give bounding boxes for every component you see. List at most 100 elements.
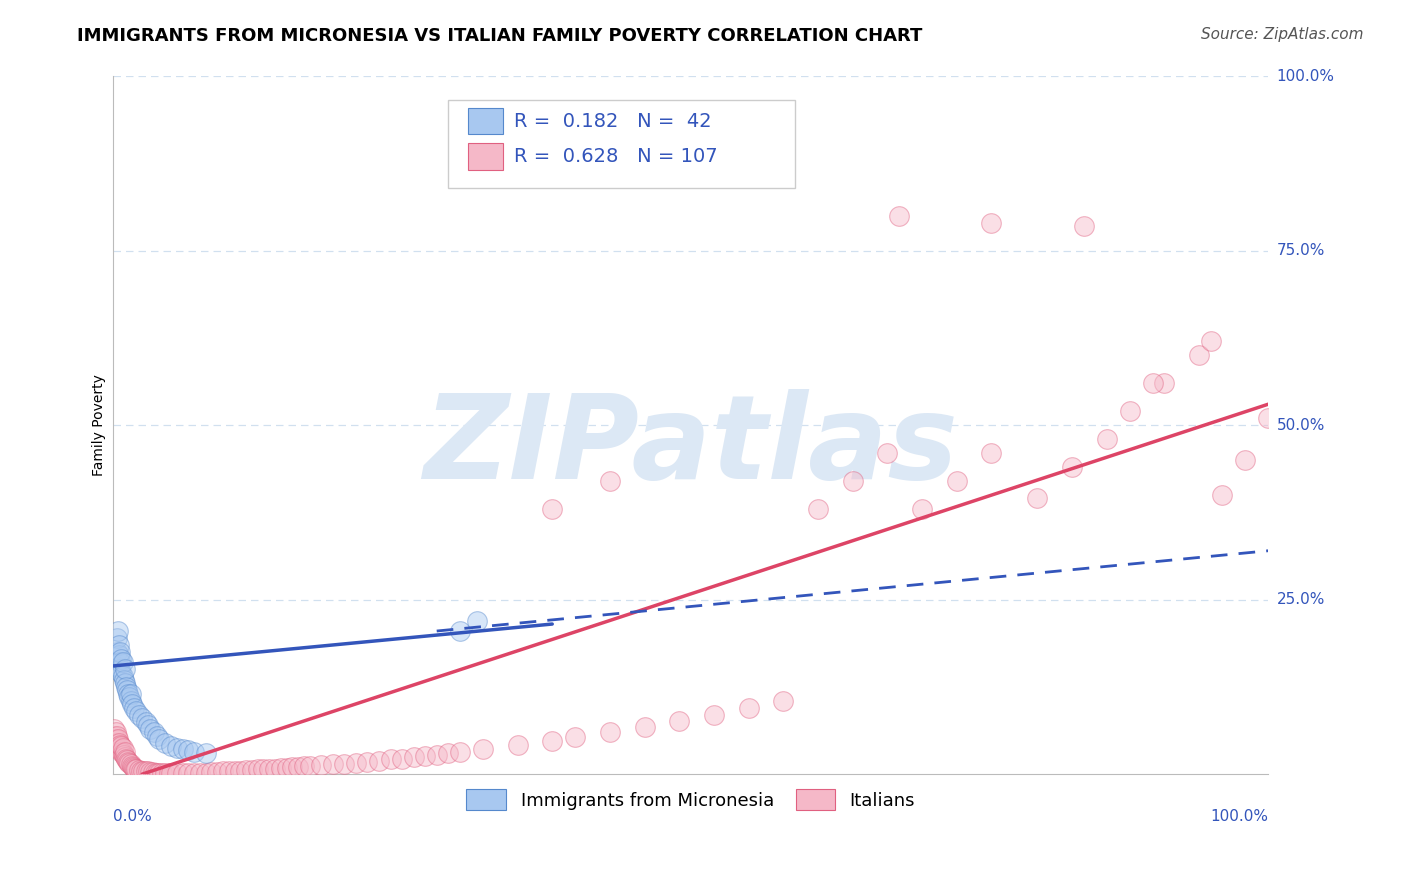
Point — [108, 736, 131, 750]
Point — [356, 755, 378, 769]
Point — [107, 624, 129, 638]
Point — [117, 755, 139, 769]
Text: R =  0.182   N =  42: R = 0.182 N = 42 — [515, 112, 711, 131]
Point — [115, 753, 138, 767]
Point — [104, 732, 127, 747]
Point — [200, 765, 222, 780]
Point — [1142, 376, 1164, 391]
Point — [276, 761, 298, 775]
Point — [105, 645, 128, 659]
Point — [391, 752, 413, 766]
Point — [437, 746, 460, 760]
Point — [506, 738, 529, 752]
Point — [240, 763, 263, 777]
Point — [166, 740, 188, 755]
Point — [322, 757, 344, 772]
Point — [108, 662, 131, 676]
Point — [292, 759, 315, 773]
Text: R =  0.628   N = 107: R = 0.628 N = 107 — [515, 147, 717, 166]
Point — [465, 614, 488, 628]
Point — [177, 766, 200, 780]
Text: 100.0%: 100.0% — [1211, 809, 1268, 824]
Point — [183, 765, 205, 780]
Point — [224, 764, 246, 778]
Point — [139, 765, 162, 780]
Point — [449, 624, 471, 638]
Point — [911, 501, 934, 516]
Point — [121, 698, 143, 712]
Point — [111, 746, 134, 760]
Point — [887, 209, 910, 223]
Point — [115, 683, 138, 698]
Text: ZIPatlas: ZIPatlas — [423, 389, 959, 503]
Point — [212, 764, 235, 779]
Point — [287, 760, 309, 774]
Point — [110, 745, 132, 759]
Point — [120, 687, 142, 701]
Point — [471, 742, 494, 756]
Point — [135, 714, 157, 729]
Point — [118, 756, 141, 770]
Point — [368, 754, 391, 768]
Point — [380, 752, 402, 766]
Point — [257, 762, 280, 776]
Point — [105, 736, 128, 750]
FancyBboxPatch shape — [468, 108, 502, 135]
Point — [172, 766, 194, 780]
Point — [1153, 376, 1175, 391]
Point — [122, 701, 145, 715]
Point — [108, 656, 131, 670]
Text: 25.0%: 25.0% — [1277, 592, 1324, 607]
Point — [104, 659, 127, 673]
Point — [150, 766, 173, 780]
Text: IMMIGRANTS FROM MICRONESIA VS ITALIAN FAMILY POVERTY CORRELATION CHART: IMMIGRANTS FROM MICRONESIA VS ITALIAN FA… — [77, 27, 922, 45]
Point — [841, 474, 863, 488]
Point — [111, 656, 134, 670]
Point — [148, 732, 170, 747]
Point — [980, 216, 1002, 230]
Point — [177, 743, 200, 757]
Point — [110, 739, 132, 754]
Point — [115, 680, 138, 694]
Point — [141, 765, 163, 780]
Point — [599, 725, 621, 739]
Point — [298, 759, 321, 773]
Point — [117, 687, 139, 701]
Point — [172, 742, 194, 756]
Point — [945, 474, 967, 488]
Point — [188, 765, 211, 780]
Point — [160, 739, 183, 754]
Point — [541, 733, 564, 747]
Point — [449, 745, 471, 759]
Point — [110, 665, 132, 680]
Point — [564, 730, 586, 744]
Point — [129, 764, 152, 778]
FancyBboxPatch shape — [449, 101, 794, 187]
Point — [1199, 334, 1222, 349]
Point — [114, 749, 136, 764]
Point — [108, 740, 131, 755]
Point — [136, 764, 159, 779]
Point — [108, 638, 131, 652]
Point — [125, 762, 148, 776]
Point — [120, 757, 142, 772]
Point — [120, 694, 142, 708]
Point — [108, 648, 131, 663]
Point — [633, 720, 655, 734]
Point — [194, 765, 217, 780]
Point — [1073, 219, 1095, 233]
Point — [264, 762, 287, 776]
Point — [142, 725, 165, 739]
Point — [132, 764, 155, 778]
Point — [344, 756, 367, 770]
Point — [252, 762, 274, 776]
Point — [1026, 491, 1049, 506]
FancyBboxPatch shape — [468, 144, 502, 169]
Point — [1211, 488, 1233, 502]
Point — [980, 446, 1002, 460]
Point — [183, 745, 205, 759]
Point — [107, 739, 129, 754]
Point — [737, 701, 759, 715]
Point — [1234, 453, 1257, 467]
Point — [333, 756, 356, 771]
